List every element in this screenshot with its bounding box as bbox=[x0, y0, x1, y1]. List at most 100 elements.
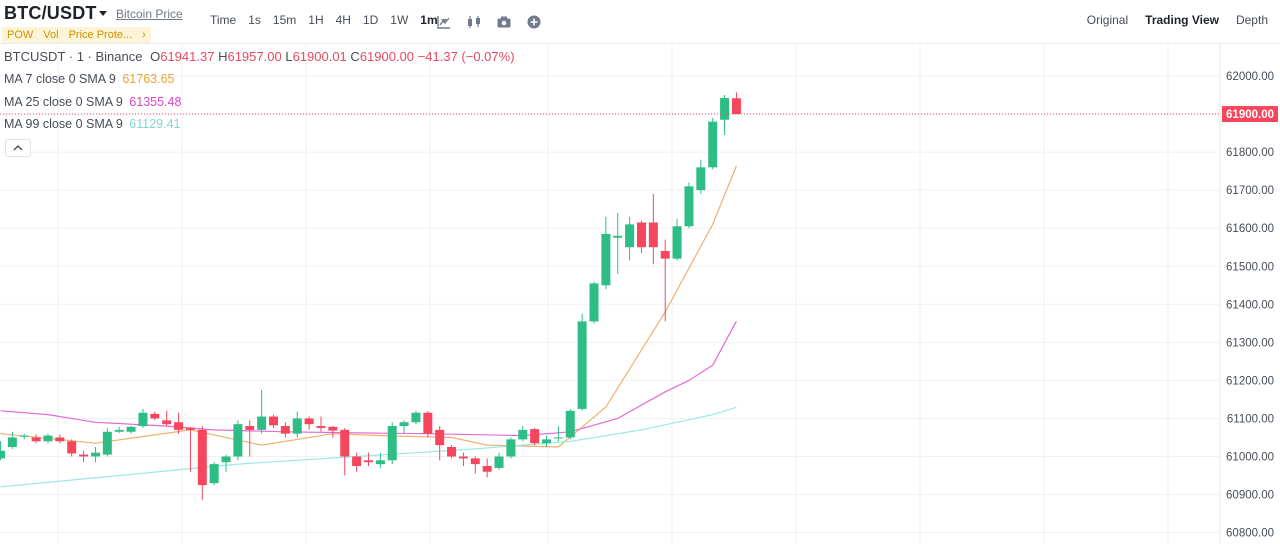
candle-body bbox=[352, 456, 362, 467]
ma99-label: MA 99 close 0 SMA 9 bbox=[4, 117, 123, 131]
candlestick-chart[interactable]: 60800.00 60900.00 61000.00 61100.00 61200.00… bbox=[0, 44, 1280, 544]
tag-price-protection[interactable]: Price Prote... bbox=[68, 29, 133, 41]
candle-body bbox=[506, 439, 516, 457]
view-original[interactable]: Original bbox=[1086, 13, 1129, 27]
candle bbox=[197, 426, 207, 501]
candle bbox=[43, 433, 53, 444]
interval-1s[interactable]: 1s bbox=[248, 13, 261, 27]
candle-body bbox=[411, 412, 421, 423]
ma99-legend[interactable]: MA 99 close 0 SMA 9 61129.41 bbox=[4, 117, 181, 131]
candle bbox=[411, 410, 421, 425]
candle-body bbox=[292, 418, 302, 434]
legend-high: 61957.00 bbox=[227, 49, 282, 64]
candle bbox=[506, 437, 516, 459]
chevron-up-icon bbox=[13, 145, 23, 151]
interval-time[interactable]: Time bbox=[210, 13, 237, 27]
candle bbox=[138, 408, 148, 428]
candle-body bbox=[399, 422, 409, 427]
candle-body bbox=[209, 464, 219, 484]
candle-body bbox=[387, 426, 397, 461]
legend-close-label: C bbox=[350, 49, 360, 64]
candle-body bbox=[518, 429, 528, 440]
last-price-label: 61900.00 bbox=[1226, 109, 1274, 121]
y-tick-label: 61000.00 bbox=[1226, 452, 1274, 464]
interval-1w[interactable]: 1W bbox=[390, 13, 409, 27]
candle bbox=[126, 426, 136, 434]
candle-body bbox=[197, 429, 207, 486]
candles bbox=[0, 92, 741, 501]
candle-body bbox=[530, 429, 540, 444]
candle bbox=[435, 426, 445, 461]
candle-body bbox=[31, 437, 41, 442]
candle-body bbox=[304, 418, 314, 425]
candle bbox=[601, 216, 611, 290]
last-price-tag bbox=[1222, 106, 1278, 123]
candle-body bbox=[708, 121, 718, 168]
candle-body bbox=[316, 426, 326, 428]
candle-body bbox=[565, 410, 575, 438]
candle bbox=[708, 117, 718, 170]
candle-body bbox=[375, 460, 385, 465]
candle bbox=[636, 220, 646, 253]
candle bbox=[55, 434, 65, 444]
candle-type-icon[interactable] bbox=[466, 14, 482, 30]
candle-body bbox=[660, 251, 670, 259]
interval-4h[interactable]: 4H bbox=[335, 13, 351, 27]
bitcoin-price-link[interactable]: Bitcoin Price bbox=[116, 7, 183, 21]
candle-body bbox=[636, 222, 646, 248]
candle bbox=[565, 408, 575, 440]
candle-body bbox=[696, 167, 706, 191]
candle-body bbox=[482, 466, 492, 472]
y-tick-label: 61300.00 bbox=[1226, 337, 1274, 349]
candle bbox=[162, 410, 172, 427]
ma7-label: MA 7 close 0 SMA 9 bbox=[4, 72, 116, 86]
legend-change: −41.37 (−0.07%) bbox=[417, 49, 515, 64]
indicator-icon[interactable] bbox=[436, 14, 452, 30]
add-icon[interactable] bbox=[526, 14, 542, 30]
candle bbox=[447, 445, 457, 459]
view-depth[interactable]: Depth bbox=[1235, 13, 1268, 27]
candle-body bbox=[613, 235, 623, 238]
candle bbox=[672, 218, 682, 261]
candle-body bbox=[126, 426, 136, 432]
candle-body bbox=[257, 416, 267, 430]
tag-strip: POW Vol Price Prote... › bbox=[2, 27, 151, 43]
candle bbox=[613, 212, 623, 274]
candle bbox=[518, 426, 528, 442]
chart-tools bbox=[436, 14, 556, 30]
candle bbox=[696, 159, 706, 194]
candle bbox=[553, 426, 563, 442]
candle bbox=[352, 452, 362, 472]
candle-body bbox=[328, 426, 338, 431]
candle bbox=[423, 410, 433, 438]
pair-dropdown-icon[interactable] bbox=[99, 11, 107, 16]
candle-body bbox=[7, 437, 17, 447]
ma25-legend[interactable]: MA 25 close 0 SMA 9 61355.48 bbox=[4, 95, 181, 109]
tag-pow[interactable]: POW bbox=[7, 29, 34, 41]
candle bbox=[257, 389, 267, 434]
candle bbox=[648, 193, 658, 265]
legend-low: 61900.01 bbox=[292, 49, 347, 64]
candle bbox=[0, 441, 5, 461]
collapse-legend-button[interactable] bbox=[5, 139, 31, 157]
view-switcher: Original Trading View Depth bbox=[1070, 13, 1268, 27]
candle bbox=[340, 427, 350, 476]
ma99-line bbox=[0, 406, 737, 488]
interval-1h[interactable]: 1H bbox=[308, 13, 324, 27]
candle bbox=[482, 458, 492, 478]
y-tick-label: 61800.00 bbox=[1226, 147, 1274, 159]
camera-icon[interactable] bbox=[496, 14, 512, 30]
candle bbox=[470, 456, 480, 474]
tag-vol[interactable]: Vol bbox=[43, 29, 59, 41]
tag-more-icon[interactable]: › bbox=[142, 29, 146, 41]
view-trading-view[interactable]: Trading View bbox=[1145, 13, 1219, 27]
candle bbox=[328, 426, 338, 438]
pair-selector[interactable]: BTC/USDT bbox=[4, 3, 97, 23]
ma7-legend[interactable]: MA 7 close 0 SMA 9 61763.65 bbox=[4, 72, 174, 86]
legend-symbol: BTCUSDT · 1 · Binance bbox=[4, 49, 143, 64]
interval-1d[interactable]: 1D bbox=[362, 13, 379, 27]
candle bbox=[316, 416, 326, 432]
interval-15m[interactable]: 15m bbox=[272, 13, 297, 27]
y-tick-label: 61400.00 bbox=[1226, 299, 1274, 311]
candle bbox=[731, 92, 741, 115]
